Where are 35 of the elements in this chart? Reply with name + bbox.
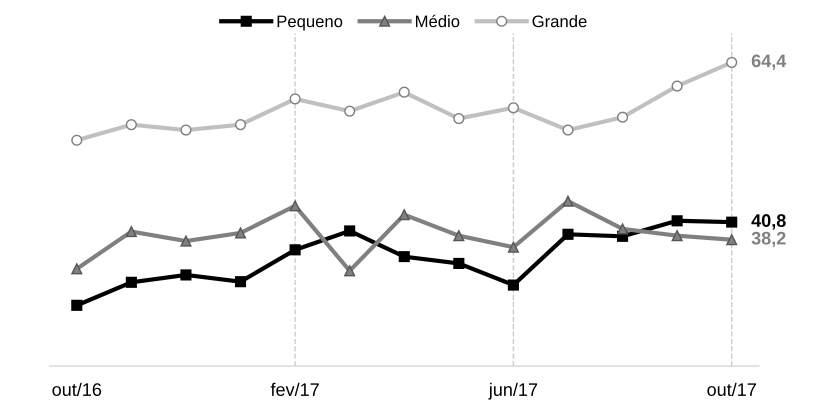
- point: [71, 300, 82, 311]
- point: [290, 200, 301, 212]
- point: [617, 223, 628, 234]
- point: [234, 276, 246, 288]
- point: [290, 244, 301, 256]
- point: [398, 251, 410, 262]
- data-label: 38,2: [752, 232, 786, 248]
- point: [344, 265, 356, 276]
- point: [726, 234, 738, 246]
- point: [234, 227, 246, 239]
- point: [180, 269, 192, 280]
- x-tick-label: out/17: [707, 382, 756, 396]
- legend-label: Pequeno: [278, 16, 342, 31]
- legend-label: Grande: [532, 15, 587, 28]
- data-label: 64,4: [752, 54, 786, 70]
- point: [726, 216, 738, 228]
- point: [126, 276, 137, 288]
- data-label: 40,8: [751, 214, 786, 230]
- point: [453, 258, 464, 269]
- point: [562, 196, 574, 207]
- x-tick-label: out/16: [52, 382, 102, 396]
- point: [126, 226, 137, 238]
- point: [71, 263, 82, 274]
- point: [508, 279, 519, 291]
- point: [508, 242, 519, 253]
- point: [672, 230, 683, 242]
- point: [672, 215, 683, 226]
- x-tick-label: jun/17: [488, 382, 538, 400]
- point: [344, 225, 356, 236]
- x-tick-label: fev/17: [270, 382, 319, 396]
- point: [398, 209, 410, 220]
- point: [180, 236, 192, 247]
- point: [562, 228, 574, 240]
- legend-label: Médio: [416, 14, 460, 28]
- point: [453, 230, 464, 242]
